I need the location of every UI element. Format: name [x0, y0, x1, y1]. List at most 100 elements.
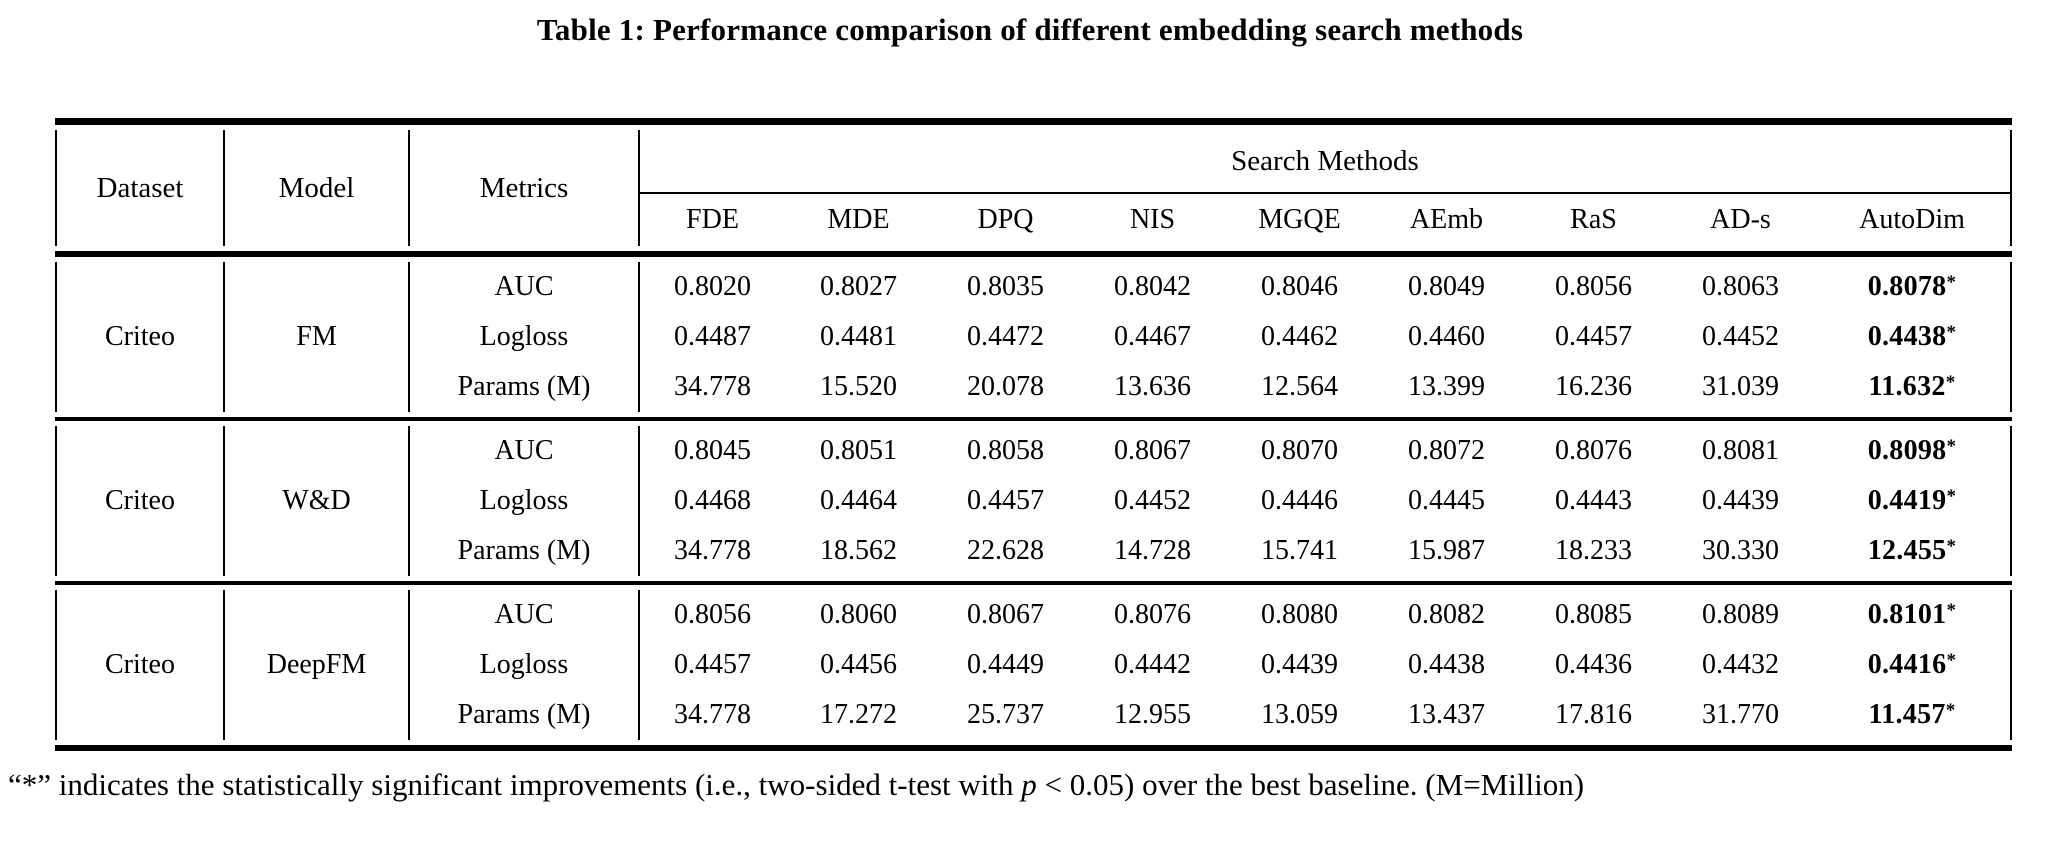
value-cell: 0.8056: [1555, 271, 1632, 302]
header-rule-bar: [55, 251, 2012, 257]
dataset-cell: [55, 690, 223, 740]
dataset-cell: [55, 590, 223, 640]
best-value: 0.4438: [1867, 321, 1947, 352]
value-cell: 14.728: [1114, 535, 1191, 566]
value-cell: 0.8072: [1408, 435, 1485, 466]
best-value: 0.4416: [1867, 649, 1947, 680]
bottom-rule-bar: [55, 745, 2012, 751]
best-value-cell: 12.455*: [1814, 526, 2012, 576]
model-cell: [223, 690, 408, 740]
footnote-text: < 0.05) over the best baseline. (M=Milli…: [1036, 767, 1585, 802]
value-cell: 31.770: [1702, 699, 1779, 730]
value-cell: 0.8042: [1114, 271, 1191, 302]
value-cell: 0.4468: [638, 476, 785, 526]
value-cell: 15.741: [1261, 535, 1338, 566]
col-header-search-methods: Search Methods: [638, 130, 2012, 194]
dataset-cell: Criteo: [55, 640, 223, 690]
header-rule: [55, 251, 2012, 257]
bottom-rule: [55, 745, 2012, 751]
model-cell: DeepFM: [223, 640, 408, 690]
metric-label: Params (M): [408, 362, 638, 412]
value-cell: 0.4487: [638, 312, 785, 362]
table-row: Criteo DeepFM Logloss 0.4457 0.4456 0.44…: [55, 640, 2012, 690]
value-cell: 13.636: [1114, 371, 1191, 402]
table-row: Criteo FM Logloss 0.4487 0.4481 0.4472 0…: [55, 312, 2012, 362]
value-cell: 0.4446: [1261, 485, 1338, 516]
value-cell: 0.4436: [1555, 649, 1632, 680]
best-value-cell: 11.457*: [1814, 690, 2012, 740]
footnote-p-symbol: p: [1021, 767, 1037, 802]
value-cell: 0.4472: [967, 321, 1044, 352]
value-cell: 0.4442: [1114, 649, 1191, 680]
value-cell: 0.4432: [1702, 649, 1779, 680]
value-cell: 0.8067: [967, 599, 1044, 630]
significance-star: *: [1946, 272, 1957, 293]
value-cell: 0.4462: [1261, 321, 1338, 352]
value-cell: 16.236: [1555, 371, 1632, 402]
value-cell: 0.4438: [1408, 649, 1485, 680]
significance-star: *: [1946, 600, 1957, 621]
value-cell: 0.8056: [638, 590, 785, 640]
table-row: AUC 0.8056 0.8060 0.8067 0.8076 0.8080 0…: [55, 590, 2012, 640]
value-cell: 17.816: [1555, 699, 1632, 730]
col-header-nis: NIS: [1129, 204, 1176, 235]
value-cell: 0.4464: [820, 485, 897, 516]
significance-star: *: [1946, 536, 1957, 557]
value-cell: 34.778: [638, 526, 785, 576]
value-cell: 0.4460: [1408, 321, 1485, 352]
significance-star: *: [1946, 650, 1957, 671]
dataset-cell: Criteo: [55, 312, 223, 362]
group-separator-bar: [55, 417, 2012, 421]
metric-label: AUC: [408, 262, 638, 312]
table-row: Criteo W&D Logloss 0.4468 0.4464 0.4457 …: [55, 476, 2012, 526]
value-cell: 0.4445: [1408, 485, 1485, 516]
dataset-cell: [55, 526, 223, 576]
best-value: 11.632: [1868, 371, 1946, 402]
value-cell: 0.4481: [820, 321, 897, 352]
significance-star: *: [1946, 322, 1957, 343]
best-value-cell: 0.8101*: [1814, 590, 2012, 640]
col-header-ad-s: AD-s: [1710, 204, 1771, 235]
top-rule-bar: [55, 118, 2012, 125]
best-value: 0.8098: [1867, 435, 1947, 466]
value-cell: 13.437: [1408, 699, 1485, 730]
value-cell: 0.4457: [638, 640, 785, 690]
value-cell: 0.8067: [1114, 435, 1191, 466]
value-cell: 0.4452: [1702, 321, 1779, 352]
value-cell: 0.8089: [1702, 599, 1779, 630]
value-cell: 18.233: [1555, 535, 1632, 566]
value-cell: 18.562: [820, 535, 897, 566]
model-cell: [223, 262, 408, 312]
value-cell: 13.399: [1408, 371, 1485, 402]
model-cell: [223, 526, 408, 576]
model-cell: [223, 362, 408, 412]
value-cell: 0.4456: [820, 649, 897, 680]
value-cell: 0.4449: [967, 649, 1044, 680]
col-header-metrics: Metrics: [408, 130, 638, 246]
metric-label: AUC: [408, 426, 638, 476]
table-caption: Table 1: Performance comparison of diffe…: [536, 12, 1524, 47]
value-cell: 31.039: [1702, 371, 1779, 402]
significance-star: *: [1945, 700, 1956, 721]
value-cell: 0.8051: [820, 435, 897, 466]
group-separator-bar: [55, 581, 2012, 585]
value-cell: 0.8070: [1261, 435, 1338, 466]
value-cell: 15.987: [1408, 535, 1485, 566]
best-value-cell: 0.8078*: [1814, 262, 2012, 312]
dataset-cell: Criteo: [55, 476, 223, 526]
value-cell: 0.4439: [1702, 485, 1779, 516]
value-cell: 13.059: [1261, 699, 1338, 730]
value-cell: 12.955: [1114, 699, 1191, 730]
significance-star: *: [1946, 436, 1957, 457]
best-value: 11.457: [1868, 699, 1946, 730]
metric-label: Params (M): [408, 526, 638, 576]
col-header-aemb: AEmb: [1409, 204, 1484, 235]
group-separator-rule: [55, 417, 2012, 421]
value-cell: 0.4452: [1114, 485, 1191, 516]
model-cell: [223, 426, 408, 476]
table-footnote: “*” indicates the statistically signific…: [8, 767, 2052, 803]
best-value-cell: 0.4419*: [1814, 476, 2012, 526]
value-cell: 22.628: [967, 535, 1044, 566]
metric-label: Logloss: [408, 312, 638, 362]
col-header-autodim: AutoDim: [1814, 194, 2012, 246]
